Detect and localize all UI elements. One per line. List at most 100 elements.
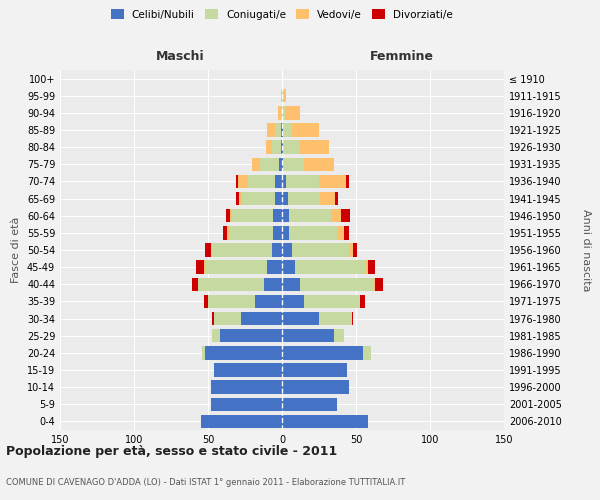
Y-axis label: Fasce di età: Fasce di età [11,217,21,283]
Bar [275,192,282,205]
Bar [226,209,230,222]
Bar [272,244,282,256]
Bar [241,312,282,326]
Bar [212,329,220,342]
Bar [242,192,275,205]
Bar [282,329,334,342]
Bar [211,244,212,256]
Bar [264,278,282,291]
Bar [352,312,353,326]
Bar [202,346,205,360]
Bar [375,278,383,291]
Bar [192,278,197,291]
Bar [288,192,320,205]
Bar [232,209,273,222]
Bar [266,140,272,154]
Bar [295,260,367,274]
Bar [282,106,285,120]
Bar [282,89,283,102]
Bar [292,124,319,136]
Bar [238,174,248,188]
Text: COMUNE DI CAVENAGO D'ADDA (LO) - Dati ISTAT 1° gennaio 2011 - Elaborazione TUTTI: COMUNE DI CAVENAGO D'ADDA (LO) - Dati IS… [6,478,405,487]
Bar [282,140,283,154]
Bar [331,209,341,222]
Bar [286,174,319,188]
Bar [203,294,208,308]
Bar [353,244,358,256]
Bar [346,174,349,188]
Bar [236,192,239,205]
Bar [367,260,368,274]
Bar [196,260,203,274]
Bar [349,244,353,256]
Bar [279,158,282,171]
Bar [282,124,283,136]
Bar [227,226,229,239]
Bar [239,192,242,205]
Bar [282,209,289,222]
Bar [283,140,300,154]
Bar [273,226,282,239]
Bar [289,226,337,239]
Bar [200,414,282,428]
Bar [282,380,349,394]
Bar [341,209,350,222]
Bar [282,174,286,188]
Bar [344,226,349,239]
Bar [275,174,282,188]
Bar [282,226,289,239]
Bar [281,140,282,154]
Bar [283,158,304,171]
Bar [282,294,304,308]
Bar [205,346,282,360]
Bar [272,140,281,154]
Bar [205,260,267,274]
Text: Maschi: Maschi [155,50,205,62]
Bar [260,158,279,171]
Bar [361,294,365,308]
Bar [211,398,282,411]
Bar [248,174,275,188]
Bar [205,244,211,256]
Bar [285,106,300,120]
Bar [300,140,329,154]
Bar [282,278,300,291]
Bar [214,364,282,376]
Bar [282,244,292,256]
Bar [212,244,272,256]
Bar [282,192,288,205]
Bar [220,329,282,342]
Bar [300,278,374,291]
Bar [273,209,282,222]
Bar [211,380,282,394]
Bar [281,106,282,120]
Bar [368,260,375,274]
Bar [223,226,227,239]
Legend: Celibi/Nubili, Coniugati/e, Vedovi/e, Divorziati/e: Celibi/Nubili, Coniugati/e, Vedovi/e, Di… [107,5,457,24]
Bar [230,209,232,222]
Bar [335,192,338,205]
Bar [203,260,205,274]
Bar [319,174,346,188]
Bar [374,278,375,291]
Bar [214,312,241,326]
Bar [282,364,347,376]
Bar [236,174,238,188]
Bar [283,124,292,136]
Bar [229,226,273,239]
Bar [278,106,281,120]
Bar [319,312,352,326]
Bar [282,414,368,428]
Bar [282,346,364,360]
Bar [282,398,337,411]
Bar [253,158,260,171]
Bar [282,260,295,274]
Bar [304,294,361,308]
Bar [292,244,349,256]
Bar [267,124,275,136]
Bar [197,278,264,291]
Bar [364,346,371,360]
Bar [281,124,282,136]
Bar [267,260,282,274]
Bar [275,124,281,136]
